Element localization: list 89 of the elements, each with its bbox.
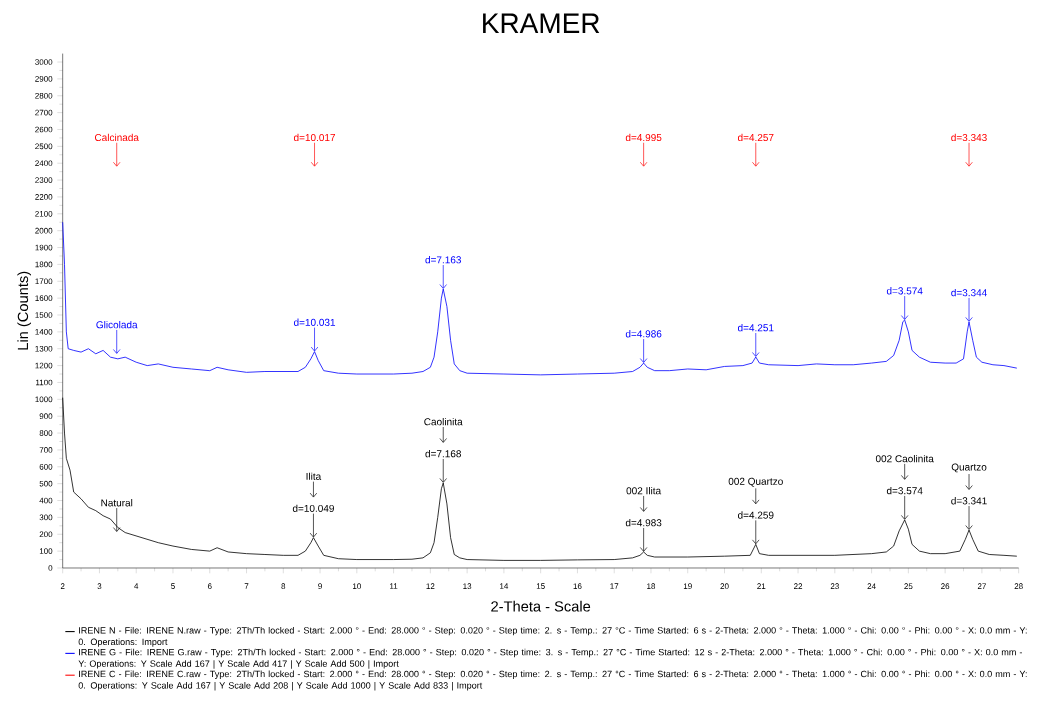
annotation: d=3.341 [951, 497, 987, 505]
annotation: d=10.017 [293, 133, 336, 142]
legend-label: IRENE N - File: IRENE N.raw - Type: 2Th/Th locked - Start: 2.000 ° - End: 28.000 ° - Step: 0.020 ° - Step time: 2. s - Temp.: 27 °C - Time Started: 6 s - 2-Theta: 2.000 ° - Theta: 1.000 ° - Chi: 0.00 ° - Phi: 0.00 ° - X: 0.0 mm - Y: 0. Operations: Import [78, 626, 1027, 647]
x-tick-label: 4 [134, 583, 139, 589]
y-tick-label: 1200 [35, 362, 53, 369]
legend-label: IRENE G - File: IRENE G.raw - Type: 2Th/Th locked - Start: 2.000 ° - End: 28.000 ° - Step: 0.020 ° - Step time: 3. s - Temp.: 27 °C - Time Started: 12 s - 2-Theta: 2.000 ° - Theta: 1.000 ° - Chi: 0.00 ° - Phi: 0.00 ° - X: 0.0 mm - Y: Operations: Y Scale Add 167 | Y Scale Add 417 | Y Scale Add 500 | Import [78, 648, 1023, 669]
x-tick-label: 7 [244, 583, 249, 589]
y-axis-title: Lin (Counts) [17, 271, 32, 350]
y-tick-label: 0 [48, 565, 53, 571]
y-tick-label: 800 [39, 430, 53, 436]
annotation: d=4.257 [737, 133, 774, 142]
x-tick-label: 20 [720, 583, 729, 590]
x-tick-label: 17 [610, 583, 619, 589]
annotation: d=3.574 [886, 287, 923, 295]
x-tick-label: 25 [904, 583, 913, 590]
x-tick-label: 2 [60, 583, 65, 589]
chart-title: KRAMER [483, 13, 600, 33]
y-tick-label: 1500 [35, 312, 53, 318]
x-tick-label: 5 [171, 583, 175, 589]
y-tick-label: 1100 [36, 379, 53, 386]
y-tick-label: 2000 [35, 227, 53, 234]
y-tick-label: 2400 [35, 160, 53, 167]
x-tick-label: 22 [794, 583, 803, 589]
x-tick-label: 6 [207, 583, 212, 590]
y-tick-label: 400 [39, 497, 53, 504]
y-tick-label: 2500 [35, 143, 53, 150]
x-tick-label: 10 [352, 583, 361, 590]
annotation: 002 Caolinita [875, 454, 934, 463]
x-tick-label: 15 [536, 583, 545, 589]
x-tick-label: 8 [281, 583, 286, 590]
annotation: d=4.983 [625, 518, 662, 527]
annotation: d=4.995 [625, 133, 662, 142]
x-tick-label: 23 [830, 583, 839, 590]
legend-label: IRENE C - File: IRENE C.raw - Type: 2Th/Th locked - Start: 2.000 ° - End: 28.000 ° - Step: 0.020 ° - Step time: 2. s - Temp.: 27 °C - Time Started: 6 s - 2-Theta: 2.000 ° - Theta: 1.000 ° - Chi: 0.00 ° - Phi: 0.00 ° - X: 0.0 mm - Y: 0. Operations: Y Scale Add 167 | Y Scale Add 208 | Y Scale Add 1000 | Y Scale Add 833 | Import [78, 670, 1027, 691]
annotation: 002 Quartzo [728, 477, 783, 487]
y-tick-label: 2300 [35, 177, 53, 183]
y-tick-label: 1000 [35, 396, 53, 403]
annotation: Caolinita [424, 417, 463, 426]
y-tick-label: 3000 [35, 59, 53, 65]
y-tick-label: 300 [39, 514, 53, 521]
x-tick-label: 18 [647, 583, 656, 590]
y-tick-label: 2900 [35, 76, 53, 82]
annotation: Ilita [306, 472, 322, 480]
x-tick-label: 19 [683, 583, 692, 590]
annotation: d=7.168 [425, 449, 461, 458]
y-tick-label: 2700 [35, 109, 53, 116]
y-tick-label: 1600 [35, 295, 53, 301]
y-tick-label: 1700 [35, 278, 53, 285]
x-tick-label: 14 [500, 583, 509, 589]
x-tick-label: 13 [463, 583, 472, 590]
x-tick-label: 9 [318, 583, 322, 590]
x-tick-label: 28 [1014, 583, 1023, 590]
y-tick-label: 1300 [35, 345, 53, 352]
x-tick-label: 21 [757, 583, 766, 589]
annotation: d=10.049 [292, 504, 334, 512]
x-tick-label: 27 [977, 583, 986, 589]
x-tick-label: 11 [390, 583, 398, 589]
y-tick-label: 2200 [35, 194, 53, 200]
y-tick-label: 500 [39, 480, 53, 487]
x-axis-title: 2-Theta - Scale [491, 600, 591, 612]
y-tick-label: 200 [39, 531, 53, 538]
y-tick-label: 700 [39, 447, 53, 453]
x-tick-label: 26 [941, 583, 950, 590]
annotation: d=4.986 [625, 330, 662, 338]
x-tick-label: 3 [97, 583, 102, 590]
annotation: d=3.344 [951, 288, 987, 297]
y-tick-label: 600 [39, 463, 53, 470]
y-tick-label: 2600 [35, 126, 53, 133]
y-tick-label: 100 [39, 548, 53, 554]
x-tick-label: 16 [573, 583, 582, 590]
y-tick-label: 900 [39, 413, 53, 420]
annotation: d=3.343 [951, 133, 987, 142]
annotation: Quartzo [951, 463, 987, 473]
annotation: Natural [101, 499, 133, 507]
annotation: d=3.574 [886, 486, 923, 495]
y-tick-label: 1400 [35, 329, 53, 335]
annotation: 002 Ilita [626, 486, 662, 495]
annotation: d=4.251 [737, 324, 774, 332]
x-tick-label: 24 [867, 583, 876, 589]
y-tick-label: 1900 [35, 244, 53, 251]
annotation: Calcinada [94, 133, 139, 142]
y-tick-label: 2800 [35, 92, 53, 99]
y-tick-label: 2100 [35, 210, 53, 217]
annotation: d=4.259 [737, 511, 774, 519]
annotation: d=7.163 [425, 256, 461, 264]
annotation: Glicolada [96, 320, 138, 329]
annotation: d=10.031 [293, 318, 336, 326]
y-tick-label: 1800 [35, 261, 53, 268]
x-tick-label: 12 [426, 583, 435, 589]
